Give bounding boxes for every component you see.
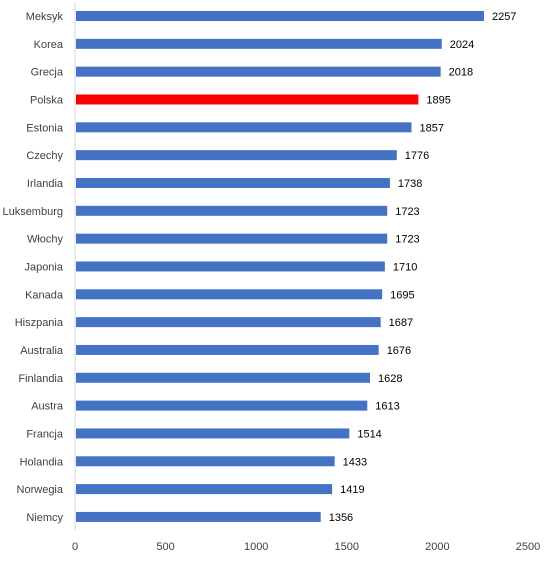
bar: [76, 11, 484, 21]
bar: [76, 289, 383, 300]
category-label: Meksyk: [26, 11, 64, 23]
data-label: 1419: [340, 484, 364, 496]
bar: [76, 372, 370, 383]
bar: [76, 344, 379, 355]
category-label: Finlandia: [18, 373, 64, 385]
category-label: Grecja: [31, 67, 64, 79]
category-label: Czechy: [26, 150, 63, 162]
data-label: 1710: [393, 261, 417, 273]
category-label: Norwegia: [17, 484, 64, 496]
data-label: 1514: [357, 428, 381, 440]
x-tick-label: 2000: [425, 541, 449, 553]
bar: [76, 233, 388, 244]
data-label: 1695: [390, 289, 414, 301]
category-label: Kanada: [25, 289, 64, 301]
data-label: 2018: [449, 67, 473, 79]
bar-highlighted: [76, 94, 419, 105]
data-label: 1857: [419, 122, 443, 134]
bar: [76, 456, 335, 467]
category-label: Japonia: [24, 261, 63, 273]
bar: [76, 261, 385, 272]
bar: [76, 317, 381, 328]
data-label: 2257: [492, 11, 516, 23]
data-label: 1628: [378, 373, 402, 385]
category-label: Niemcy: [26, 512, 63, 524]
data-label: 1723: [395, 206, 419, 218]
category-label: Luksemburg: [2, 206, 63, 218]
category-label: Estonia: [26, 122, 64, 134]
bar: [76, 66, 441, 77]
bar: [76, 428, 350, 439]
bar: [76, 484, 333, 495]
category-label: Korea: [34, 39, 64, 51]
data-label: 1776: [405, 150, 429, 162]
x-tick-label: 500: [156, 541, 174, 553]
bar: [76, 205, 388, 216]
bar: [76, 400, 368, 411]
data-label: 1687: [389, 317, 413, 329]
category-label: Australia: [20, 345, 64, 357]
category-label: Hiszpania: [15, 317, 64, 329]
bar: [76, 122, 412, 133]
category-label: Francja: [26, 428, 64, 440]
x-tick-label: 2500: [516, 541, 540, 553]
bar: [76, 38, 442, 49]
data-label: 1738: [398, 178, 422, 190]
category-label: Holandia: [20, 456, 64, 468]
data-label: 1433: [343, 456, 367, 468]
category-label: Włochy: [27, 234, 64, 246]
data-label: 1676: [387, 345, 411, 357]
bar: [76, 150, 397, 161]
data-label: 1895: [426, 94, 450, 106]
bar: [76, 177, 390, 188]
x-tick-label: 0: [72, 541, 78, 553]
data-label: 1723: [395, 234, 419, 246]
data-label: 2024: [450, 39, 474, 51]
category-label: Austra: [31, 401, 64, 413]
data-label: 1356: [329, 512, 353, 524]
x-tick-label: 1000: [244, 541, 268, 553]
data-label: 1613: [375, 401, 399, 413]
x-tick-label: 1500: [335, 541, 359, 553]
bar: [76, 511, 321, 522]
category-label: Irlandia: [27, 178, 64, 190]
category-label: Polska: [30, 94, 64, 106]
